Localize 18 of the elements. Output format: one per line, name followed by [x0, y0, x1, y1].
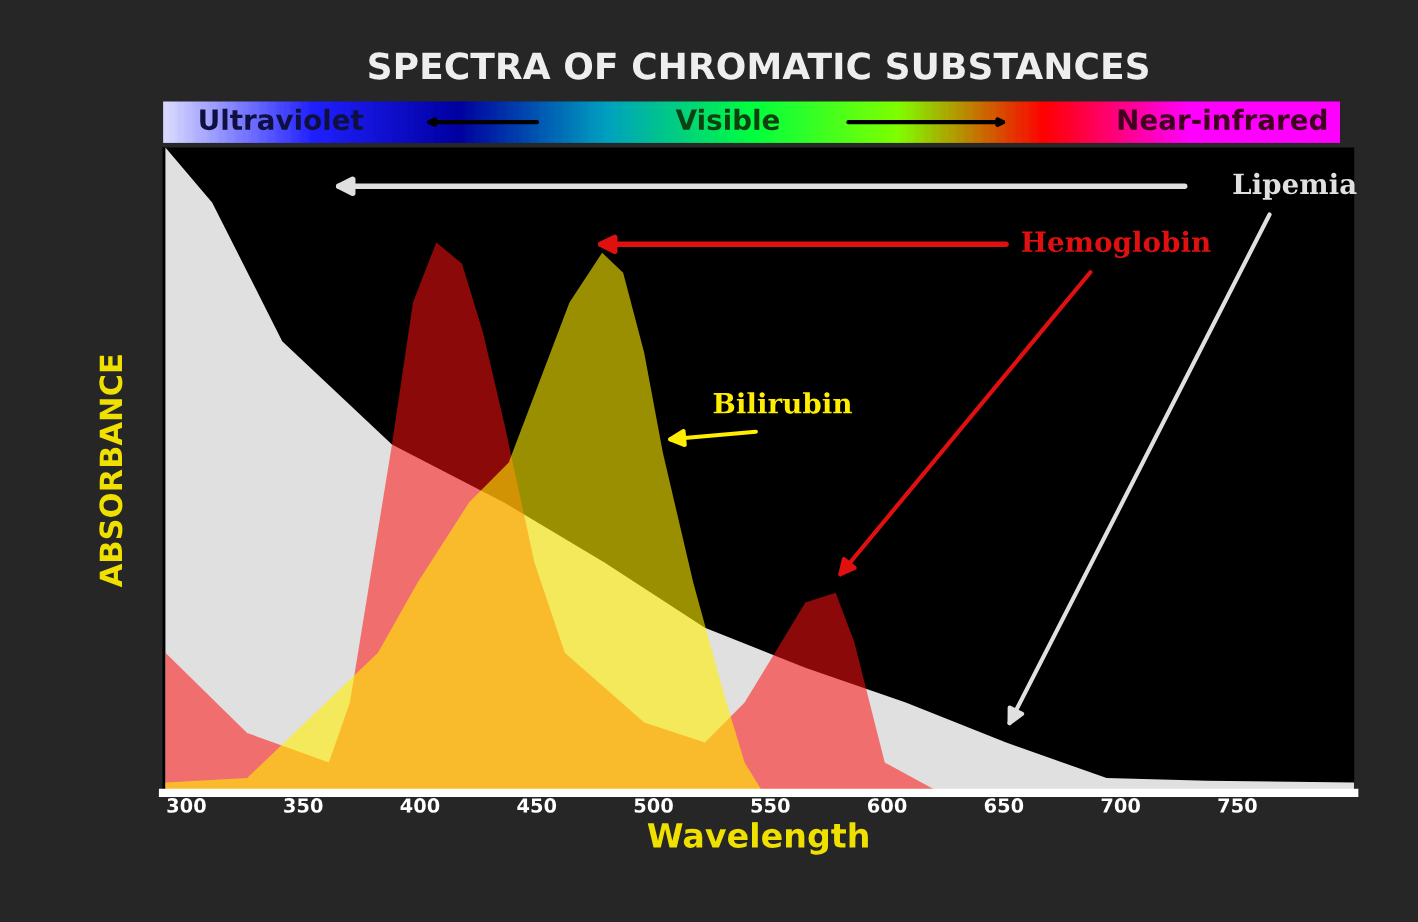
- x-tick-label: 700: [1101, 798, 1140, 813]
- x-tick-label: 450: [517, 798, 557, 813]
- x-tick-label: 750: [1218, 798, 1257, 813]
- x-tick-label: 300: [167, 798, 206, 813]
- y-axis-title: ABSORBANCE: [99, 355, 123, 588]
- text: Bilirubin: [713, 392, 852, 414]
- text: Ultraviolet: [200, 108, 364, 131]
- x-tick-label: 400: [400, 798, 440, 813]
- x-axis-title: Wavelength: [647, 822, 868, 855]
- x-tick-label: 650: [984, 798, 1024, 813]
- text: Hemoglobin: [1022, 230, 1211, 258]
- chart-title: SPECTRA OF CHROMATIC SUBSTANCES: [369, 52, 1148, 80]
- x-tick-label: 500: [634, 798, 673, 813]
- x-tick-label: 600: [868, 798, 907, 813]
- text: Lipemia: [1233, 172, 1357, 200]
- x-tick-label: 350: [284, 798, 323, 813]
- x-tick-label: 550: [751, 798, 790, 813]
- text: Visible: [675, 108, 780, 131]
